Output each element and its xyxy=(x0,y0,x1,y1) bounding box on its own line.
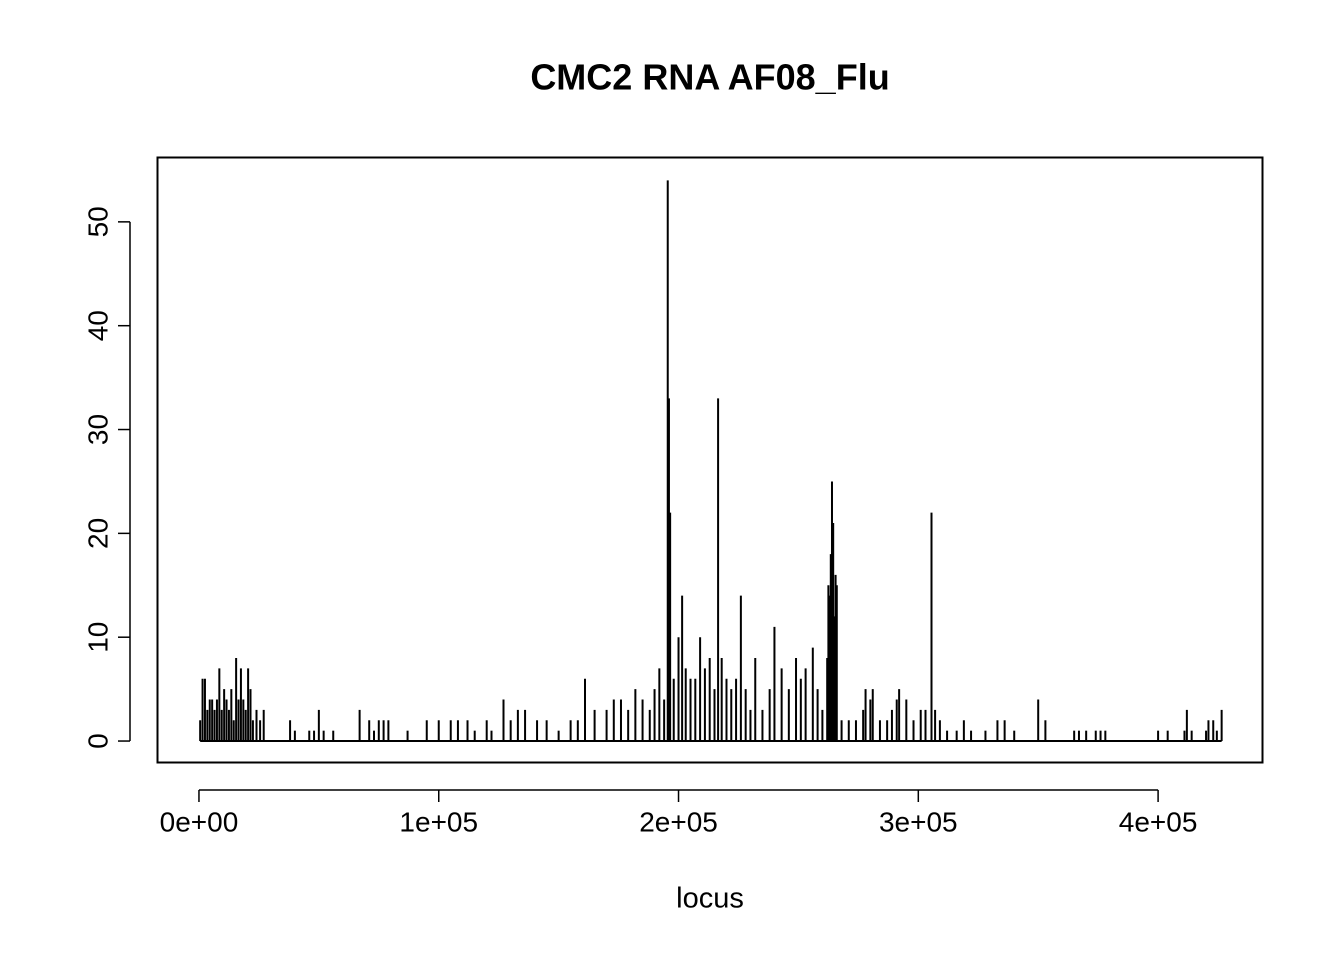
x-tick-label: 3e+05 xyxy=(879,806,958,837)
y-tick-label: 0 xyxy=(82,733,113,749)
x-tick-label: 2e+05 xyxy=(639,806,718,837)
y-tick-label: 50 xyxy=(82,206,113,237)
y-tick-label: 30 xyxy=(82,414,113,445)
x-axis-label: locus xyxy=(676,883,744,915)
y-tick-label: 40 xyxy=(82,310,113,341)
chart-title: CMC2 RNA AF08_Flu xyxy=(530,57,889,98)
x-tick-label: 4e+05 xyxy=(1119,806,1198,837)
y-tick-label: 10 xyxy=(82,622,113,653)
x-tick-label: 0e+00 xyxy=(160,806,239,837)
y-tick-label: 20 xyxy=(82,518,113,549)
x-tick-label: 1e+05 xyxy=(399,806,478,837)
plot-box xyxy=(156,156,1264,764)
